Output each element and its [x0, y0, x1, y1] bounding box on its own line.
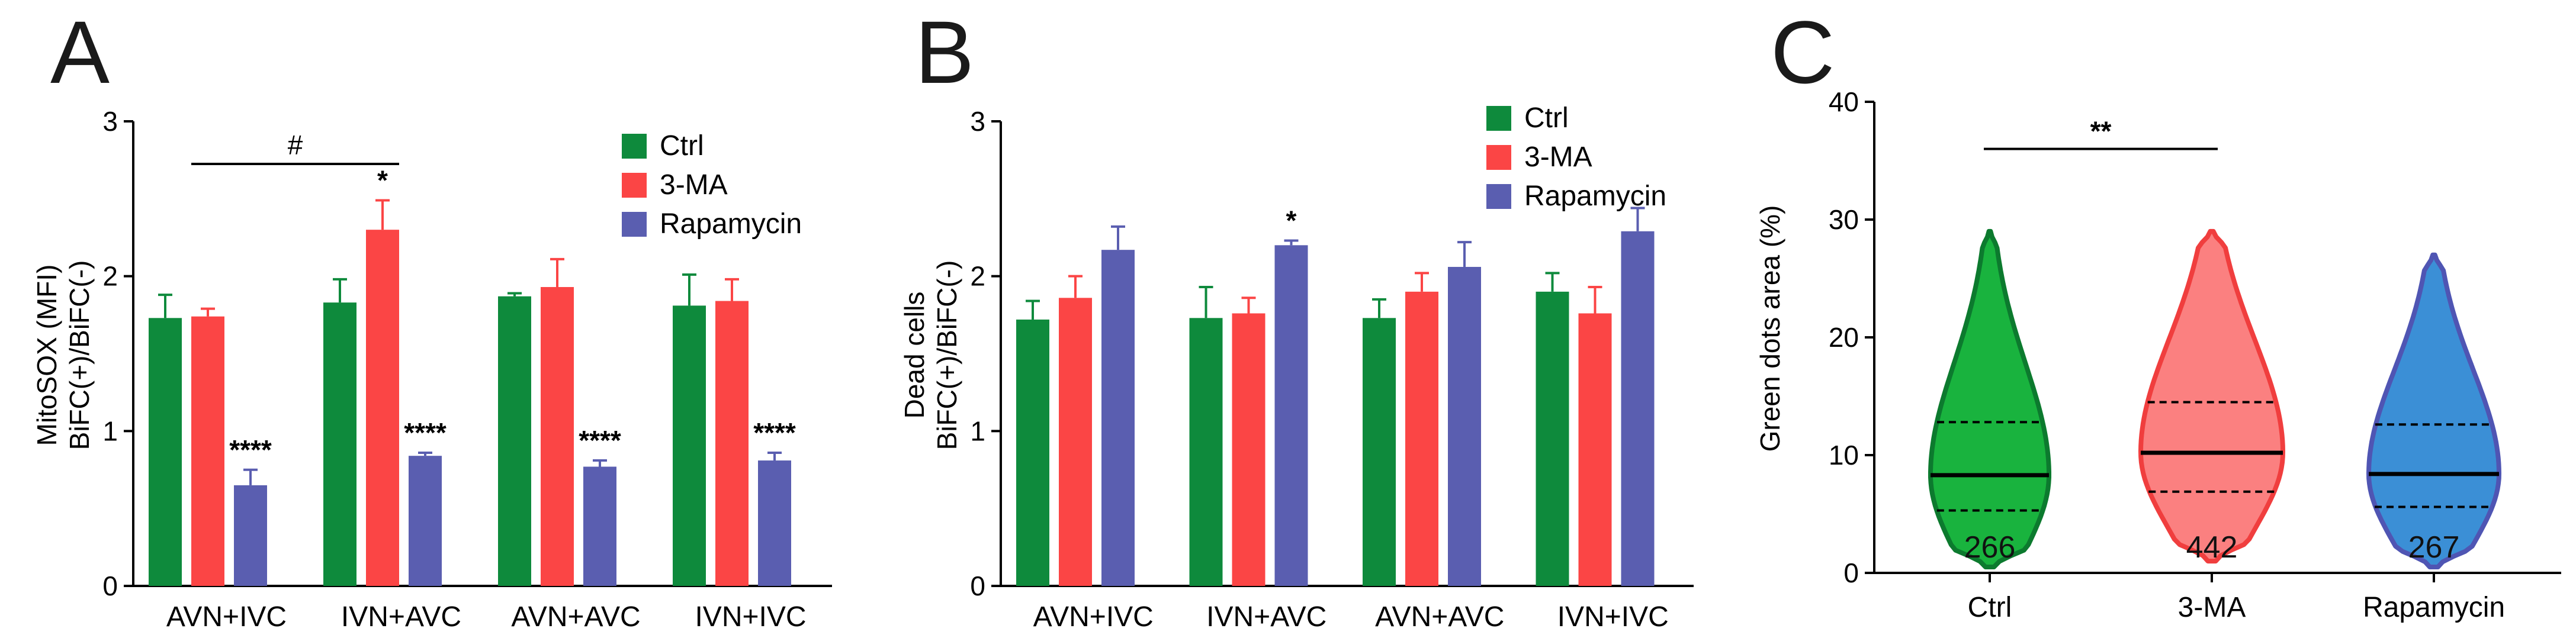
panel-a-bars: ********* **** ****# — [149, 130, 796, 587]
panel-c-x-category-0: Ctrl — [1968, 592, 2012, 623]
panel-a-y-axis-label-line1: MitoSOX (MFI) — [31, 265, 62, 446]
panel-a-bar-rapamycin-0 — [234, 485, 267, 586]
panel-b-bar-3ma-1 — [1232, 313, 1265, 586]
panel-c-y-axis-label: Green dots area (%) — [1755, 205, 1785, 452]
panel-b-y-axis-label-line1: Dead cells — [899, 292, 930, 419]
panel-b-x-category-3: IVN+IVC — [1557, 601, 1669, 633]
panel-c-y-tick-label-2: 20 — [1829, 322, 1859, 353]
panel-c-violin-1 — [2138, 228, 2285, 564]
panel-a-legend-swatch-1 — [622, 173, 647, 198]
panel-a-legend: Ctrl 3-MA Rapamycin — [622, 130, 802, 240]
panel-b-bar-chart: Dead cells BiFC(+)/BiFC(-) 0 1 2 3 AVN+IVC IV… — [899, 102, 1694, 633]
panel-a-bar-3ma-1 — [366, 230, 399, 587]
panel-a-x-category-1: IVN+AVC — [341, 601, 461, 633]
panel-b-y-axis-label-line2: BiFC(+)/BiFC(-) — [932, 260, 962, 450]
panel-a-y-tick-label-2: 2 — [102, 261, 118, 292]
panel-b-bar-ctrl-2 — [1363, 318, 1396, 586]
panel-c-axes: 0 10 20 30 40 Ctrl 3-MA Rapamycin — [1829, 86, 2561, 623]
panel-c-count-label-1: 442 — [2186, 530, 2238, 565]
panel-b-bar-3ma-2 — [1405, 291, 1438, 586]
panel-a-significance-2-2: **** — [579, 425, 621, 456]
panel-a-legend-label-1: 3-MA — [660, 169, 728, 201]
panel-b-bar-rapamycin-0 — [1101, 250, 1135, 586]
panel-b-y-tick-label-2: 2 — [970, 261, 985, 292]
panel-b-legend-swatch-1 — [1486, 145, 1511, 170]
panel-c-violin-0 — [1928, 228, 2051, 569]
panel-a-legend-swatch-0 — [622, 134, 647, 159]
panel-b-bar-rapamycin-1 — [1274, 245, 1308, 586]
panel-a-bar-chart: MitoSOX (MFI) BiFC(+)/BiFC(-) 0 1 2 3 AVN+IV… — [31, 106, 832, 633]
panel-b-bar-rapamycin-3 — [1621, 231, 1655, 586]
panel-a-x-category-2: AVN+AVC — [511, 601, 640, 633]
panel-a-bar-3ma-2 — [541, 286, 574, 586]
panel-a-bar-rapamycin-2 — [583, 466, 616, 586]
panel-letter-c: C — [1771, 2, 1835, 102]
panel-b-bar-ctrl-3 — [1536, 291, 1569, 586]
panel-letter-b: B — [915, 2, 974, 102]
panel-a-x-category-0: AVN+IVC — [166, 601, 287, 633]
panel-b-legend-label-0: Ctrl — [1524, 102, 1569, 134]
panel-b-x-category-1: IVN+AVC — [1206, 601, 1326, 633]
panel-c-violin-chart: Green dots area (%) 0 10 20 30 40 Ctrl 3-MA Rap… — [1755, 86, 2561, 623]
panel-a-significance-2-3: **** — [753, 417, 796, 448]
panel-b-bars: * — [1016, 205, 1655, 586]
panel-b-legend-swatch-0 — [1486, 106, 1511, 131]
panel-a-significance-2-0: **** — [229, 434, 272, 465]
panel-a-bar-ctrl-0 — [149, 318, 182, 586]
panel-b-bar-3ma-3 — [1578, 313, 1612, 586]
panel-a-legend-label-0: Ctrl — [660, 130, 704, 162]
panel-a-axes: 0 1 2 3 AVN+IVC IVN+AVC AVN+AVC IVN+IVC — [102, 106, 832, 633]
panel-a-y-tick-label-0: 0 — [102, 571, 118, 601]
panel-c-count-label-2: 267 — [2408, 530, 2460, 565]
panel-a-significance-1-1: * — [377, 165, 388, 195]
panel-b-y-tick-label-0: 0 — [970, 571, 985, 601]
panel-b-x-category-2: AVN+AVC — [1375, 601, 1504, 633]
panel-a-bracket-label: # — [288, 130, 303, 160]
panel-c-y-tick-label-1: 10 — [1829, 440, 1859, 471]
panel-a-bar-3ma-3 — [715, 301, 749, 586]
panel-c-x-category-1: 3-MA — [2178, 592, 2246, 623]
panel-letter-a: A — [50, 2, 110, 102]
panel-c-count-label-0: 266 — [1964, 530, 2016, 565]
panel-a-bar-rapamycin-1 — [409, 456, 442, 586]
panel-b-legend-swatch-2 — [1486, 184, 1511, 209]
panel-b-legend: Ctrl 3-MA Rapamycin — [1486, 102, 1666, 212]
panel-a-bar-ctrl-2 — [498, 296, 531, 586]
panel-a-significance-2-1: **** — [404, 417, 447, 448]
panel-b-legend-label-1: 3-MA — [1524, 141, 1592, 173]
panel-a-legend-swatch-2 — [622, 212, 647, 237]
panel-a-bar-ctrl-1 — [323, 302, 356, 586]
panel-c-y-tick-label-4: 40 — [1829, 86, 1859, 117]
panel-b-significance-2-1: * — [1286, 205, 1297, 236]
panel-a-y-tick-label-1: 1 — [102, 415, 118, 446]
panel-a-y-axis-label-line2: BiFC(+)/BiFC(-) — [64, 260, 95, 450]
panel-b-bar-ctrl-1 — [1189, 318, 1223, 586]
panel-b-legend-label-2: Rapamycin — [1524, 181, 1666, 212]
panel-a-bar-3ma-0 — [191, 316, 224, 586]
panel-a-legend-label-2: Rapamycin — [660, 208, 802, 240]
panel-c-violin-2 — [2366, 252, 2501, 569]
panel-b-y-tick-label-1: 1 — [970, 415, 985, 446]
panel-b-x-category-0: AVN+IVC — [1033, 601, 1154, 633]
panel-c-y-tick-label-3: 30 — [1829, 204, 1859, 235]
panel-c-bracket-label: ** — [2090, 116, 2112, 147]
panel-a-bar-rapamycin-3 — [758, 460, 791, 586]
panel-b-bar-ctrl-0 — [1016, 319, 1049, 586]
panel-b-bar-rapamycin-2 — [1448, 266, 1481, 586]
panel-c-x-category-2: Rapamycin — [2363, 592, 2505, 623]
panel-a-y-tick-label-3: 3 — [102, 106, 118, 137]
panel-c-y-tick-label-0: 0 — [1843, 558, 1859, 588]
panel-b-bar-3ma-0 — [1059, 298, 1092, 586]
panel-b-y-tick-label-3: 3 — [970, 106, 985, 137]
panel-a-bar-ctrl-3 — [673, 305, 706, 586]
panel-a-x-category-3: IVN+IVC — [695, 601, 806, 633]
panel-c-violins: 266 442 267 ** — [1928, 116, 2501, 569]
